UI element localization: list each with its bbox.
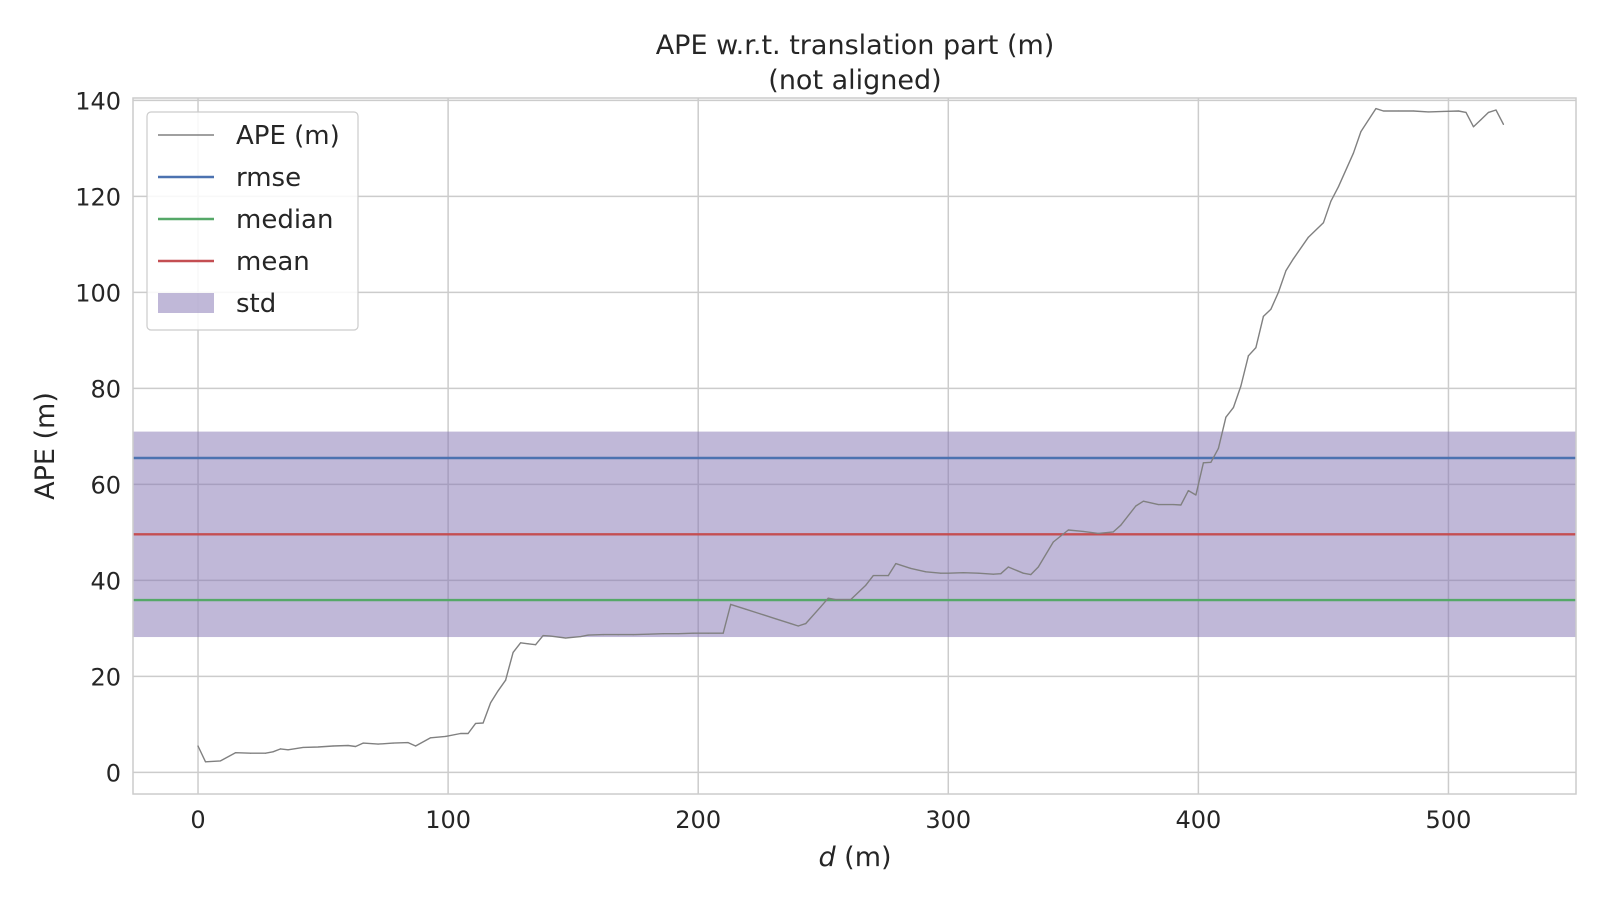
y-tick-labels: 0 20 40 60 80 100 120 140: [75, 87, 121, 787]
legend-label-mean: mean: [236, 247, 310, 277]
x-axis-label-unit: (m): [836, 842, 892, 873]
y-tick-label: 60: [90, 471, 121, 499]
plot-frame: [132, 97, 1577, 795]
x-tick-label: 0: [190, 806, 205, 834]
y-tick-label: 0: [106, 759, 121, 787]
legend-label-std: std: [236, 289, 276, 319]
y-axis-label: APE (m): [30, 392, 61, 500]
x-tick-label: 100: [425, 806, 471, 834]
y-tick-label: 40: [90, 567, 121, 595]
legend-box: [146, 111, 359, 331]
y-tick-label: 120: [75, 183, 121, 211]
legend: APE (m) rmse median mean std: [146, 111, 359, 331]
legend-label-ape: APE (m): [236, 121, 340, 151]
legend-swatch-std: [158, 293, 214, 313]
x-tick-label: 400: [1175, 806, 1221, 834]
x-tick-label: 200: [675, 806, 721, 834]
legend-label-median: median: [236, 205, 333, 235]
y-tick-label: 80: [90, 375, 121, 403]
y-tick-label: 140: [75, 87, 121, 115]
x-tick-labels: 0 100 200 300 400 500: [190, 806, 1471, 834]
x-axis-label-var: d: [818, 842, 836, 873]
chart-subtitle: (not aligned): [768, 65, 941, 96]
chart-title: APE w.r.t. translation part (m): [656, 30, 1055, 61]
y-tick-label: 100: [75, 279, 121, 307]
ape-series-line: [197, 107, 1505, 763]
x-tick-label: 300: [925, 806, 971, 834]
x-tick-label: 500: [1426, 806, 1472, 834]
legend-label-rmse: rmse: [236, 163, 301, 193]
x-axis-label: d (m): [818, 842, 891, 873]
y-tick-label: 20: [90, 663, 121, 691]
